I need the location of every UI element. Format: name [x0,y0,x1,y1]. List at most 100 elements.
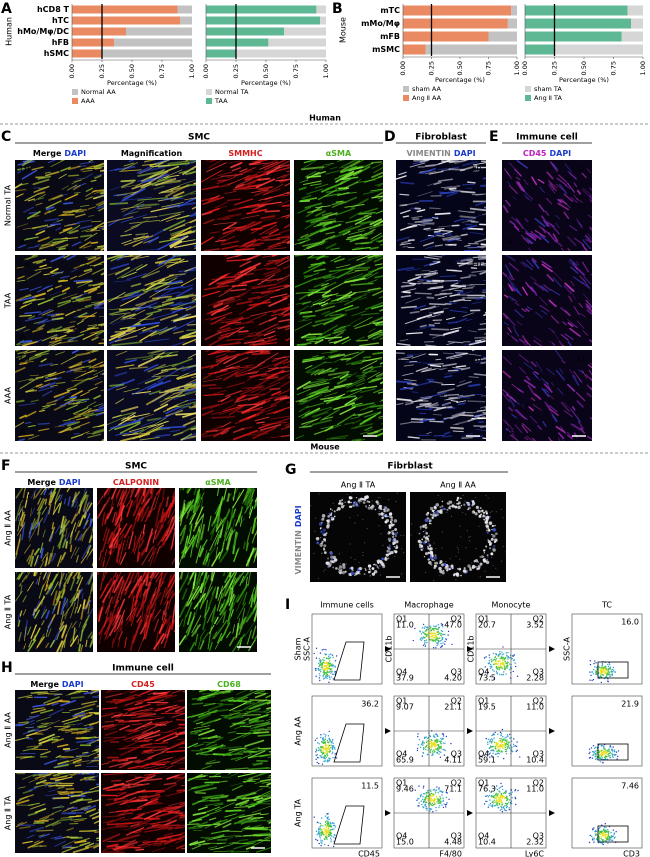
tissue-fiber [81,226,97,232]
tissue-fiber [19,362,28,365]
tissue-fiber [22,595,27,603]
tissue-fiber [77,533,83,542]
tissue-fiber [32,327,44,333]
tissue-fiber [466,258,474,262]
tissue-fiber [252,520,257,533]
tissue-fiber [62,538,67,549]
tissue-fiber [18,182,29,186]
tissue-fiber [308,261,325,269]
tissue-fiber [144,581,150,603]
tissue-fiber [84,809,96,814]
tissue-speck [371,567,375,570]
tissue-fiber [224,298,242,305]
tissue-fiber [15,755,33,758]
text-part: αSMA [205,478,231,487]
tissue-fiber [216,176,236,185]
tissue-fiber [37,236,50,243]
tissue-fiber [202,539,208,547]
tissue-fiber [69,321,76,323]
tissue-fiber [400,294,412,298]
tissue-fiber [22,789,33,794]
tissue-fiber [27,245,40,249]
tissue-fiber [270,312,282,317]
tissue-fiber [453,298,465,303]
tissue-fiber [505,315,516,327]
tissue-fiber [567,236,577,246]
tissue-fiber [51,738,64,744]
tissue-speck [350,492,352,494]
tissue-fiber [15,799,30,805]
tissue-fiber [104,720,115,723]
tissue-fiber [61,847,75,853]
tissue-fiber [302,383,322,390]
tissue-fiber [218,230,236,241]
tissue-fiber [53,603,56,611]
tissue-fiber [115,511,118,521]
tissue-fiber [453,218,464,223]
tissue-fiber [230,608,234,617]
tissue-speck [364,505,368,508]
tissue-fiber [321,290,331,297]
tissue-fiber [185,305,196,311]
tissue-fiber [328,267,352,273]
tissue-fiber [523,237,530,244]
tissue-fiber [564,184,571,190]
tissue-speck [338,501,342,505]
tissue-fiber [523,379,536,389]
tissue-fiber [38,362,53,367]
tissue-fiber [144,338,170,343]
tissue-fiber [483,206,486,209]
micrograph [294,160,383,251]
tissue-fiber [576,400,584,408]
tissue-fiber [256,408,273,416]
tissue-fiber [442,329,460,336]
tissue-fiber [297,305,309,313]
tissue-fiber [175,364,196,371]
tissue-fiber [396,175,407,180]
tissue-fiber [399,339,409,342]
tissue-fiber [90,581,93,592]
tissue-fiber [211,606,217,623]
tissue-fiber [311,411,329,418]
tissue-fiber [350,282,374,286]
tissue-fiber [178,730,185,734]
micrograph [97,488,175,568]
tissue-fiber [24,488,27,492]
tissue-fiber [141,605,144,623]
tissue-fiber [220,173,244,177]
tissue-fiber [167,279,183,285]
tissue-fiber [82,599,86,610]
text-part: Merge [33,149,62,158]
tissue-fiber [33,627,41,641]
tissue-fiber [303,272,320,279]
tissue-fiber [130,690,140,694]
tissue-fiber [315,205,331,209]
tissue-fiber [211,390,227,395]
tissue-fiber [89,785,99,790]
tissue-fiber [371,195,383,199]
tissue-fiber [227,198,241,202]
tissue-fiber [27,840,44,849]
tissue-fiber [259,186,273,190]
tissue-fiber [209,641,213,651]
tissue-fiber [230,366,249,370]
tissue-fiber [140,532,146,541]
tissue-fiber [153,488,162,510]
tissue-fiber [185,602,193,618]
tissue-fiber [479,270,486,275]
tissue-fiber [314,316,339,323]
tissue-speck [387,515,389,518]
tissue-speck [375,560,378,562]
tissue-fiber [216,592,223,612]
tissue-fiber [232,624,235,634]
tissue-fiber [224,620,230,636]
tissue-fiber [281,172,290,179]
tissue-speck [355,496,358,499]
tissue-fiber [158,624,164,634]
tissue-fiber [93,409,104,413]
tissue-fiber [186,488,190,492]
tissue-fiber [54,425,65,428]
tissue-fiber [237,815,254,823]
tissue-fiber [158,325,177,336]
tissue-fiber [163,219,186,232]
